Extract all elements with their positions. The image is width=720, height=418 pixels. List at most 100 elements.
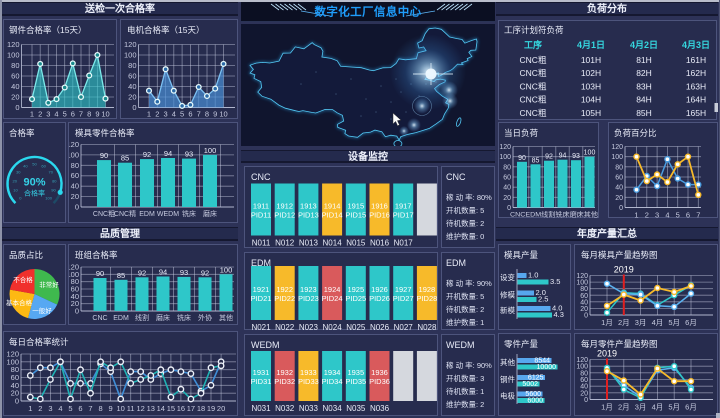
svg-text:1: 1 <box>634 211 638 220</box>
svg-text:1935: 1935 <box>347 368 364 377</box>
svg-text:120: 120 <box>69 140 79 149</box>
svg-text:90: 90 <box>51 188 56 193</box>
svg-text:WEDM: WEDM <box>446 340 475 350</box>
svg-text:80: 80 <box>128 61 136 70</box>
svg-text:100: 100 <box>69 150 79 159</box>
svg-text:120: 120 <box>611 144 623 151</box>
svg-text:100: 100 <box>124 51 137 60</box>
svg-text:维护数量: 0: 维护数量: 0 <box>446 231 484 241</box>
svg-text:8: 8 <box>99 404 103 413</box>
svg-text:4月1日: 4月1日 <box>577 40 605 50</box>
svg-text:0: 0 <box>19 196 22 201</box>
svg-text:电极: 电极 <box>500 391 515 401</box>
svg-text:4月: 4月 <box>652 318 664 327</box>
svg-text:1: 1 <box>30 110 34 119</box>
svg-text:20: 20 <box>11 93 19 102</box>
svg-text:1915: 1915 <box>347 202 364 211</box>
svg-text:PID24: PID24 <box>322 294 343 303</box>
svg-text:1: 1 <box>28 404 32 413</box>
svg-text:120: 120 <box>124 40 137 49</box>
svg-text:17: 17 <box>187 404 195 413</box>
svg-text:6: 6 <box>188 110 192 119</box>
svg-text:铣床: 铣床 <box>182 209 196 218</box>
svg-text:100: 100 <box>576 364 588 371</box>
svg-text:1916: 1916 <box>371 202 388 211</box>
svg-text:铣床: 铣床 <box>177 313 191 322</box>
svg-text:94: 94 <box>559 153 567 160</box>
svg-text:N013: N013 <box>299 239 319 248</box>
svg-text:90: 90 <box>96 269 104 278</box>
svg-text:80: 80 <box>11 365 19 374</box>
svg-text:PID22: PID22 <box>274 294 295 303</box>
svg-text:CNCEDM线割铣床磨床其他: CNCEDM线割铣床磨床其他 <box>510 210 599 219</box>
svg-text:修模: 修模 <box>500 290 515 300</box>
svg-text:60: 60 <box>615 175 623 182</box>
svg-text:PID12: PID12 <box>274 211 295 220</box>
svg-text:92: 92 <box>545 154 553 161</box>
svg-text:CNC粗: CNC粗 <box>520 55 547 65</box>
svg-text:CNC: CNC <box>446 172 466 182</box>
svg-text:8: 8 <box>87 110 91 119</box>
svg-text:40: 40 <box>71 182 79 191</box>
svg-text:5600: 5600 <box>525 391 541 398</box>
svg-text:20: 20 <box>71 192 79 201</box>
svg-text:6000: 6000 <box>527 398 543 405</box>
svg-text:N022: N022 <box>275 323 295 331</box>
svg-text:105H: 105H <box>581 108 601 118</box>
svg-text:11: 11 <box>127 404 135 413</box>
svg-text:N027: N027 <box>394 323 414 331</box>
svg-text:20: 20 <box>12 178 17 183</box>
svg-text:4月2日: 4月2日 <box>630 40 658 50</box>
svg-text:14: 14 <box>157 404 165 413</box>
svg-text:120: 120 <box>576 273 588 280</box>
svg-text:4.0: 4.0 <box>552 304 562 313</box>
svg-text:1: 1 <box>147 110 151 119</box>
svg-text:85: 85 <box>121 154 129 163</box>
svg-text:5: 5 <box>63 110 67 119</box>
svg-text:80: 80 <box>580 286 588 293</box>
svg-text:19: 19 <box>207 404 215 413</box>
svg-text:1923: 1923 <box>300 285 317 294</box>
svg-text:1933: 1933 <box>300 368 317 377</box>
svg-text:100: 100 <box>7 51 20 60</box>
svg-text:60: 60 <box>11 72 19 81</box>
svg-text:1926: 1926 <box>371 285 388 294</box>
svg-text:70: 70 <box>48 170 53 175</box>
svg-text:3月: 3月 <box>635 318 647 327</box>
svg-text:N012: N012 <box>275 239 295 248</box>
svg-text:工序: 工序 <box>524 39 542 50</box>
svg-text:非常好: 非常好 <box>39 280 59 289</box>
svg-text:稼 动 率: 90%: 稼 动 率: 90% <box>446 360 492 370</box>
svg-text:PID27: PID27 <box>393 294 414 303</box>
svg-text:0: 0 <box>15 103 19 112</box>
svg-text:N031: N031 <box>251 404 271 413</box>
svg-text:CNC粗: CNC粗 <box>520 95 547 105</box>
svg-text:0: 0 <box>75 203 79 212</box>
svg-text:0: 0 <box>75 307 79 316</box>
svg-text:10: 10 <box>13 188 18 193</box>
svg-text:85H: 85H <box>636 108 652 118</box>
svg-text:维护数量: 1: 维护数量: 1 <box>446 317 484 327</box>
svg-text:40: 40 <box>615 185 623 192</box>
svg-text:PID13: PID13 <box>298 211 319 220</box>
svg-text:CNC粗: CNC粗 <box>520 108 547 118</box>
svg-text:线割: 线割 <box>135 313 149 322</box>
svg-text:4: 4 <box>665 211 669 220</box>
svg-text:N035: N035 <box>346 404 366 413</box>
svg-text:2019: 2019 <box>614 265 634 275</box>
svg-text:5002: 5002 <box>522 381 538 388</box>
svg-text:20: 20 <box>11 389 19 398</box>
svg-text:60: 60 <box>11 373 19 382</box>
svg-text:60: 60 <box>503 175 511 182</box>
svg-text:40: 40 <box>580 384 588 391</box>
svg-text:60: 60 <box>71 285 79 294</box>
svg-text:1931: 1931 <box>253 368 270 377</box>
svg-text:92: 92 <box>138 268 146 277</box>
svg-text:开机数量: 3: 开机数量: 3 <box>446 373 484 383</box>
svg-text:稼 动 率: 80%: 稼 动 率: 80% <box>446 192 492 202</box>
svg-text:10: 10 <box>101 110 109 119</box>
svg-text:100: 100 <box>611 154 623 161</box>
svg-text:7: 7 <box>88 404 92 413</box>
svg-text:CNC精: CNC精 <box>114 209 136 218</box>
svg-text:7: 7 <box>79 110 83 119</box>
